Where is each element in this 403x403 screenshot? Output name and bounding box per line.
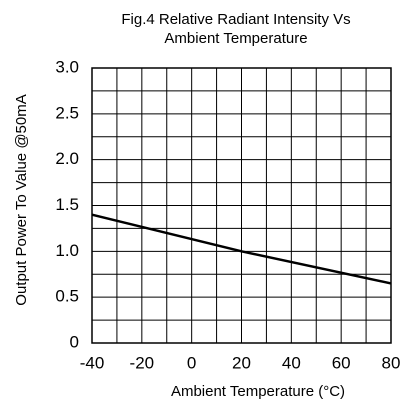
x-tick-label: 60 bbox=[332, 353, 351, 372]
x-tick-label: -20 bbox=[130, 353, 155, 372]
y-tick-label: 2.0 bbox=[55, 149, 79, 168]
data-line bbox=[91, 213, 392, 285]
x-tick-label: -40 bbox=[80, 353, 105, 372]
chart-title: Ambient Temperature bbox=[164, 30, 307, 47]
y-tick-label: 2.5 bbox=[55, 103, 79, 122]
y-tick-label: 1.5 bbox=[55, 195, 79, 214]
chart-title: Fig.4 Relative Radiant Intensity Vs bbox=[121, 11, 350, 28]
y-tick-label: 0 bbox=[70, 332, 79, 351]
x-axis-label: Ambient Temperature (°C) bbox=[171, 383, 345, 400]
x-tick-label: 40 bbox=[282, 353, 301, 372]
y-axis-label: Output Power To Value @50mA bbox=[13, 94, 30, 305]
x-tick-label: 80 bbox=[382, 353, 401, 372]
y-tick-label: 0.5 bbox=[55, 287, 79, 306]
y-tick-label: 3.0 bbox=[55, 57, 79, 76]
x-tick-label: 0 bbox=[187, 353, 196, 372]
x-tick-label: 20 bbox=[232, 353, 251, 372]
plot-frame bbox=[91, 67, 392, 344]
y-tick-label: 1.0 bbox=[55, 241, 79, 260]
